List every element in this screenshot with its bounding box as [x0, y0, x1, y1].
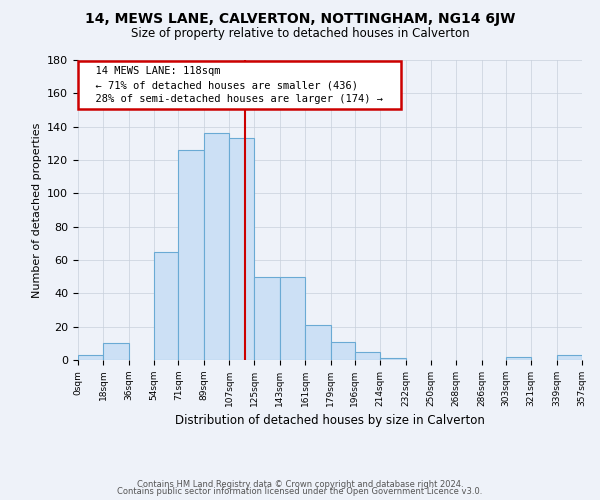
Bar [78, 355, 103, 360]
Text: 14 MEWS LANE: 118sqm
  ← 71% of detached houses are smaller (436)
  28% of semi-: 14 MEWS LANE: 118sqm ← 71% of detached h… [83, 66, 395, 104]
Bar [154, 252, 178, 360]
Text: Size of property relative to detached houses in Calverton: Size of property relative to detached ho… [131, 28, 469, 40]
Bar [229, 138, 254, 360]
Bar [331, 342, 355, 360]
Bar [178, 150, 203, 360]
Text: 14, MEWS LANE, CALVERTON, NOTTINGHAM, NG14 6JW: 14, MEWS LANE, CALVERTON, NOTTINGHAM, NG… [85, 12, 515, 26]
Text: Contains HM Land Registry data © Crown copyright and database right 2024.: Contains HM Land Registry data © Crown c… [137, 480, 463, 489]
Bar [305, 325, 331, 360]
Bar [103, 344, 129, 360]
Bar [557, 355, 582, 360]
X-axis label: Distribution of detached houses by size in Calverton: Distribution of detached houses by size … [175, 414, 485, 428]
Bar [506, 356, 531, 360]
Y-axis label: Number of detached properties: Number of detached properties [32, 122, 41, 298]
Bar [280, 276, 305, 360]
Bar [254, 276, 280, 360]
Bar [355, 352, 380, 360]
Text: Contains public sector information licensed under the Open Government Licence v3: Contains public sector information licen… [118, 487, 482, 496]
Bar [203, 134, 229, 360]
Bar [380, 358, 406, 360]
